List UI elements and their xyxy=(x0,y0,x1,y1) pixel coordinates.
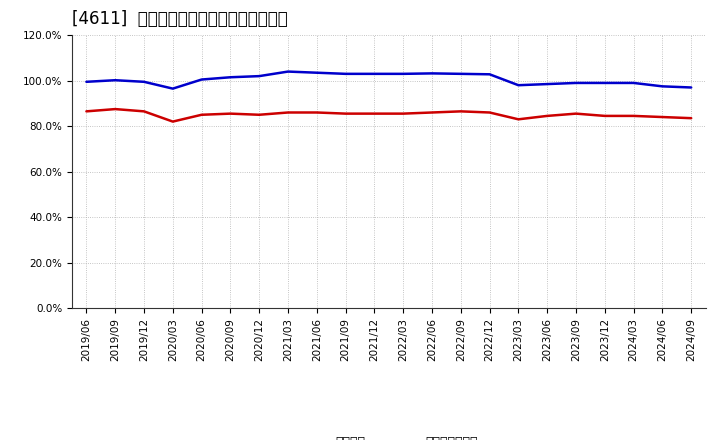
固定比率 xyxy=(370,71,379,77)
固定比率 xyxy=(341,71,350,77)
固定長期適合率 xyxy=(600,113,609,118)
固定長期適合率 xyxy=(82,109,91,114)
固定長期適合率 xyxy=(312,110,321,115)
固定比率 xyxy=(111,77,120,83)
固定長期適合率 xyxy=(168,119,177,124)
固定長期適合率 xyxy=(428,110,436,115)
固定比率 xyxy=(197,77,206,82)
固定長期適合率 xyxy=(140,109,148,114)
固定長期適合率 xyxy=(341,111,350,116)
固定比率 xyxy=(284,69,292,74)
固定比率 xyxy=(629,80,638,85)
固定長期適合率 xyxy=(226,111,235,116)
固定長期適合率 xyxy=(514,117,523,122)
固定比率 xyxy=(456,71,465,77)
固定長期適合率 xyxy=(687,116,696,121)
固定比率 xyxy=(687,85,696,90)
固定比率 xyxy=(399,71,408,77)
固定比率 xyxy=(82,79,91,84)
固定長期適合率 xyxy=(111,106,120,112)
固定長期適合率 xyxy=(543,113,552,118)
固定長期適合率 xyxy=(255,112,264,117)
Legend: 固定比率, 固定長期適合率: 固定比率, 固定長期適合率 xyxy=(295,431,482,440)
固定長期適合率 xyxy=(485,110,494,115)
固定比率 xyxy=(543,81,552,87)
固定長期適合率 xyxy=(629,113,638,118)
固定長期適合率 xyxy=(284,110,292,115)
固定比率 xyxy=(312,70,321,75)
Line: 固定比率: 固定比率 xyxy=(86,72,691,88)
固定比率 xyxy=(485,72,494,77)
固定比率 xyxy=(428,71,436,76)
固定長期適合率 xyxy=(572,111,580,116)
固定比率 xyxy=(168,86,177,91)
固定長期適合率 xyxy=(456,109,465,114)
固定比率 xyxy=(140,79,148,84)
固定比率 xyxy=(255,73,264,79)
固定比率 xyxy=(600,80,609,85)
固定長期適合率 xyxy=(399,111,408,116)
固定長期適合率 xyxy=(658,114,667,120)
固定比率 xyxy=(658,84,667,89)
Line: 固定長期適合率: 固定長期適合率 xyxy=(86,109,691,121)
固定比率 xyxy=(226,75,235,80)
Text: [4611]  固定比率、固定長期適合率の推移: [4611] 固定比率、固定長期適合率の推移 xyxy=(72,10,288,28)
固定比率 xyxy=(572,80,580,85)
固定長期適合率 xyxy=(197,112,206,117)
固定比率 xyxy=(514,83,523,88)
固定長期適合率 xyxy=(370,111,379,116)
